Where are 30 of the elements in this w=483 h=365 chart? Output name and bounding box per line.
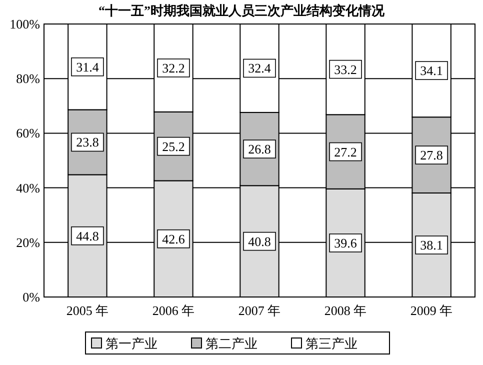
x-tick-label: 2009 年 [410, 303, 453, 318]
y-tick-label: 100% [10, 16, 40, 32]
data-label: 27.2 [334, 144, 357, 160]
x-tick-label: 2005 年 [66, 303, 109, 318]
data-label: 42.6 [162, 231, 186, 246]
x-tick-label: 2006 年 [152, 303, 195, 318]
data-label: 32.2 [162, 60, 185, 76]
data-label: 25.2 [162, 138, 185, 154]
data-label: 27.8 [420, 148, 443, 163]
data-label: 40.8 [248, 234, 271, 249]
data-label: 31.4 [76, 59, 100, 74]
legend-label: 第三产业 [306, 336, 358, 351]
y-tick-label: 20% [16, 234, 40, 250]
data-label: 39.6 [334, 235, 358, 250]
chart-title: “十一五”时期我国就业人员三次产业结构变化情况 [98, 3, 386, 18]
data-label: 32.4 [248, 60, 272, 76]
data-label: 34.1 [420, 63, 443, 78]
x-tick-label: 2007 年 [238, 303, 281, 318]
y-tick-label: 60% [16, 126, 40, 141]
data-label: 44.8 [76, 228, 99, 244]
data-label: 23.8 [76, 134, 99, 150]
x-tick-label: 2008 年 [324, 303, 367, 318]
y-tick-label: 80% [16, 71, 40, 86]
legend-label: 第一产业 [106, 336, 158, 351]
data-label: 33.2 [334, 62, 357, 77]
data-label: 26.8 [248, 142, 271, 157]
y-tick-label: 0% [22, 290, 40, 304]
legend-label: 第二产业 [206, 336, 258, 351]
y-tick-label: 40% [16, 180, 40, 196]
data-label: 38.1 [420, 237, 443, 252]
